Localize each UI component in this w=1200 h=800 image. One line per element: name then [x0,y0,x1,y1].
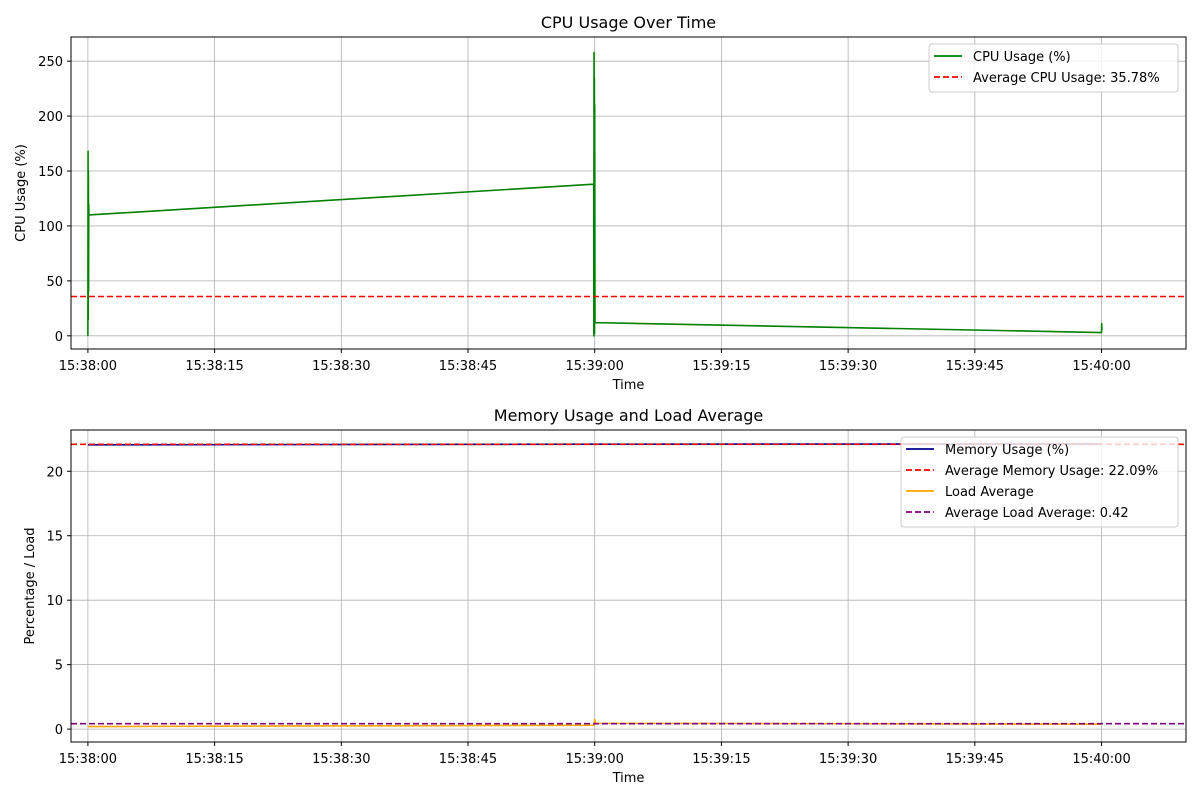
chart2-x-tick-label: 15:38:45 [439,752,497,767]
chart1-x-tick-label: 15:39:15 [692,359,750,374]
chart1-y-tick-label: 100 [38,220,63,235]
chart1-legend-box [928,43,1179,93]
chart1-x-tick-label: 15:39:45 [946,359,1004,374]
chart2-legend-box [900,436,1179,528]
chart2-title: Memory Usage and Load Average [494,406,763,425]
chart1-x-axis-label: Time [612,378,645,393]
chart1-legend-label: CPU Usage (%) [973,50,1071,65]
chart2-x-tick-label: 15:39:00 [566,752,624,767]
chart1-legend: CPU Usage (%) Average CPU Usage: 35.78% [928,43,1179,93]
chart1-x-tick-label: 15:39:30 [819,359,877,374]
chart1-y-tick-label: 0 [55,330,63,345]
chart2-x-tick-label: 15:38:15 [185,752,243,767]
chart2-y-tick-label: 5 [55,659,63,674]
chart1-y-axis-label: CPU Usage (%) [14,144,29,242]
chart2-x-tick-label: 15:38:00 [59,752,117,767]
chart2-x-tick-label: 15:39:45 [946,752,1004,767]
chart2-x-tick-label: 15:40:00 [1072,752,1130,767]
chart2-y-axis-label: Percentage / Load [23,528,38,645]
chart1-y-tick-label: 200 [38,110,63,125]
chart1-y-tick-label: 150 [38,165,63,180]
chart1-series-line-cpu-usage [87,51,1103,337]
chart2-legend-label: Average Memory Usage: 22.09% [945,464,1158,479]
chart2-legend-label: Memory Usage (%) [945,443,1069,458]
chart2-legend: Memory Usage (%) Average Memory Usage: 22… [900,436,1179,528]
chart2-x-tick-label: 15:39:15 [692,752,750,767]
chart1-x-tick-label: 15:39:00 [566,359,624,374]
chart2-y-tick-label: 0 [55,723,63,738]
chart2-legend-label: Average Load Average: 0.42 [945,506,1129,521]
chart1-x-tick-label: 15:38:15 [185,359,243,374]
chart2: 15:38:00 15:38:15 15:38:30 15:38:45 15:39:00… [23,406,1187,786]
chart2-y-tick-label: 20 [46,465,63,480]
chart1-title: CPU Usage Over Time [541,13,716,32]
chart2-y-tick-label: 15 [46,530,63,545]
chart1-plot-frame [70,36,1187,350]
chart1: 15:38:00 15:38:15 15:38:30 15:38:45 15:39:00… [14,13,1187,393]
chart1-x-tick-label: 15:40:00 [1072,359,1130,374]
chart1-x-tick-label: 15:38:30 [312,359,370,374]
chart1-x-tick-label: 15:38:45 [439,359,497,374]
chart1-x-tick-label: 15:38:00 [59,359,117,374]
chart1-y-tick-label: 250 [38,55,63,70]
chart2-x-axis-label: Time [612,771,645,786]
chart2-y-tick-label: 10 [46,594,63,609]
chart1-y-tick-label: 50 [46,275,63,290]
chart2-x-tick-label: 15:38:30 [312,752,370,767]
chart2-x-tick-label: 15:39:30 [819,752,877,767]
chart2-legend-label: Load Average [945,485,1034,500]
chart1-legend-label: Average CPU Usage: 35.78% [973,71,1160,86]
chart2-plot-frame [70,429,1187,743]
